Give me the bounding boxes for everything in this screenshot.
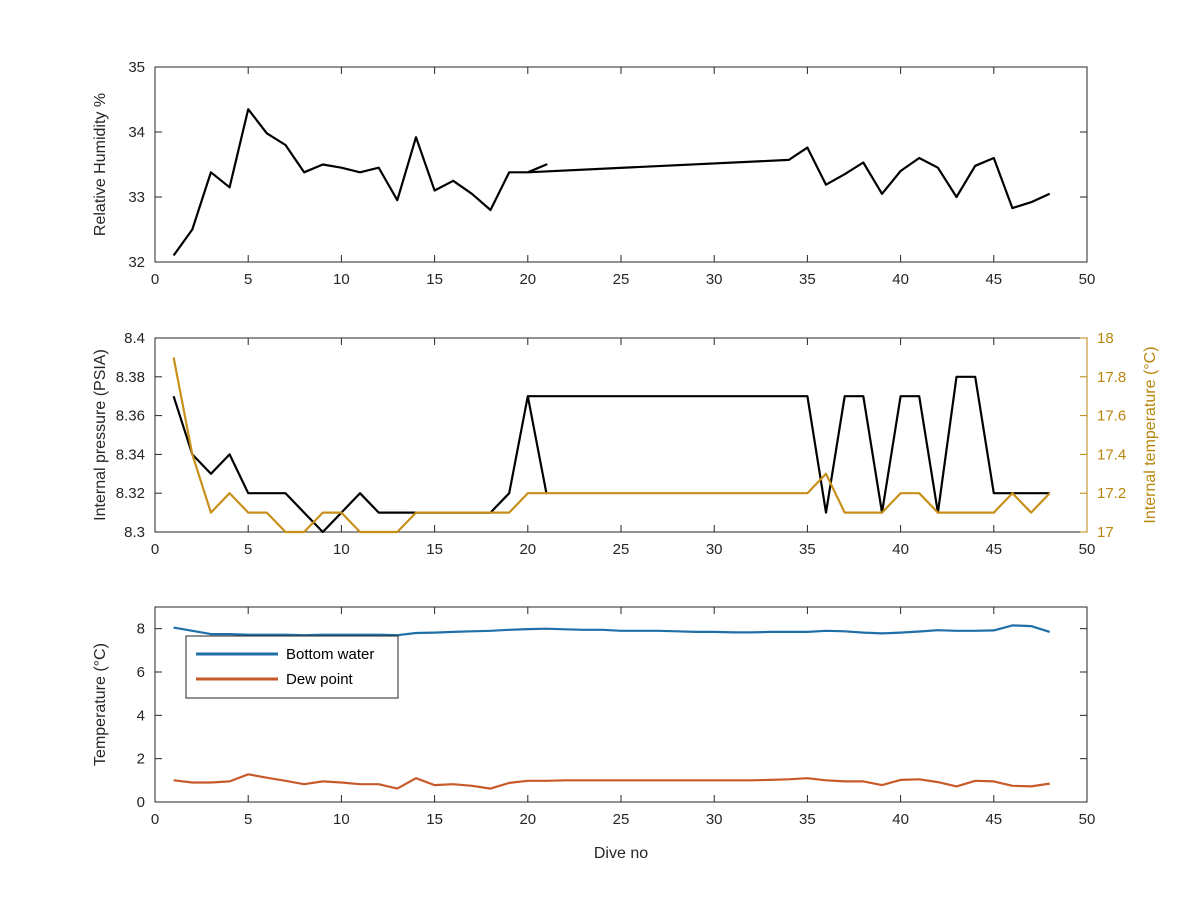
x-tick-label: 25 (613, 811, 630, 828)
y-tick-label: 8.4 (124, 330, 145, 347)
x-axis-label: Dive no (594, 845, 648, 862)
humidity-panel: 0 5 10 15 20 25 30 35 40 45 50 32 33 34 35 Relative Hum… (92, 59, 1095, 288)
x-tick-label: 0 (151, 811, 159, 828)
y-tick-label: 8.3 (124, 524, 145, 541)
x-tick-label: 30 (706, 541, 723, 558)
x-tick-label: 40 (892, 271, 909, 288)
y-tick-label: 32 (128, 254, 145, 271)
x-tick-label: 10 (333, 811, 350, 828)
x-tick-label: 35 (799, 271, 816, 288)
y-axis-label: Internal pressure (PSIA) (92, 349, 109, 521)
y-tick-label: 6 (137, 664, 145, 681)
y-axis-label: Temperature (°C) (92, 643, 109, 766)
x-tick-label: 10 (333, 271, 350, 288)
axes-frame (154, 66, 1088, 263)
x-tick-label: 30 (706, 811, 723, 828)
x-tick-label: 0 (151, 271, 159, 288)
x-tick-label: 50 (1079, 811, 1096, 828)
x-tick-label: 45 (985, 271, 1002, 288)
y-tick-label: 34 (128, 124, 145, 141)
x-tick-label: 10 (333, 541, 350, 558)
y-right-tick-label: 17.6 (1097, 408, 1126, 425)
y-tick-label: 8 (137, 621, 145, 638)
series-line-1 (172, 357, 1051, 534)
x-tick-label: 20 (519, 271, 536, 288)
temperature-panel: 0 5 10 15 20 25 30 35 40 45 50 0 2 4 6 8 Temperature (°C… (92, 606, 1096, 862)
x-tick-label: 25 (613, 541, 630, 558)
x-tick-label: 5 (244, 271, 252, 288)
x-tick-label: 45 (985, 811, 1002, 828)
x-tick-label: 15 (426, 811, 443, 828)
x-tick-label: 15 (426, 541, 443, 558)
legend-box (185, 635, 399, 699)
x-tick-label: 50 (1079, 541, 1096, 558)
pressure-temperature-panel: 0 5 10 15 20 25 30 35 40 45 50 8.3 8.32 8.34 8.36 8.38 8… (92, 330, 1159, 558)
y-tick-label: 8.38 (116, 369, 145, 386)
x-tick-label: 20 (519, 811, 536, 828)
x-tick-label: 30 (706, 271, 723, 288)
series-line-bottom-water (173, 624, 1051, 637)
y-tick-label: 33 (128, 189, 145, 206)
series-line-0 (172, 108, 1051, 257)
x-tick-label: 35 (799, 811, 816, 828)
x-tick-label: 20 (519, 541, 536, 558)
legend-entry: Dew point (286, 671, 354, 688)
legend-entry: Bottom water (286, 646, 374, 663)
y-tick-label: 4 (137, 707, 145, 724)
x-tick-label: 15 (426, 271, 443, 288)
y-tick-label: 2 (137, 751, 145, 768)
y-right-tick-label: 17.4 (1097, 446, 1126, 463)
y-right-tick-label: 17 (1097, 524, 1114, 541)
x-tick-label: 0 (151, 541, 159, 558)
y-tick-label: 8.36 (116, 408, 145, 425)
y-right-tick-label: 18 (1097, 330, 1114, 347)
x-tick-label: 40 (892, 811, 909, 828)
x-tick-label: 50 (1079, 271, 1096, 288)
y-axis-label: Relative Humidity % (92, 93, 109, 236)
series-line-dew-point (173, 773, 1050, 790)
y-tick-label: 8.32 (116, 485, 145, 502)
x-tick-label: 40 (892, 541, 909, 558)
y-tick-label: 0 (137, 794, 145, 811)
series-line-0 (172, 375, 1050, 534)
x-tick-label: 45 (985, 541, 1002, 558)
y-right-tick-label: 17.2 (1097, 485, 1126, 502)
y-tick-label: 35 (128, 59, 145, 76)
x-tick-label: 25 (613, 271, 630, 288)
x-tick-label: 35 (799, 541, 816, 558)
y-right-tick-label: 17.8 (1097, 369, 1126, 386)
x-tick-label: 5 (244, 541, 252, 558)
axes-frame (154, 337, 1088, 533)
y-right-axis-label: Internal temperature (°C) (1142, 346, 1159, 523)
y-tick-label: 8.34 (116, 446, 145, 463)
x-tick-label: 5 (244, 811, 252, 828)
